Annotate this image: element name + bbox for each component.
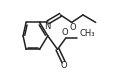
Text: N: N [44,22,50,31]
Text: CH₃: CH₃ [80,29,95,38]
Text: O: O [69,23,76,32]
Text: O: O [62,28,68,37]
Text: O: O [60,61,67,70]
